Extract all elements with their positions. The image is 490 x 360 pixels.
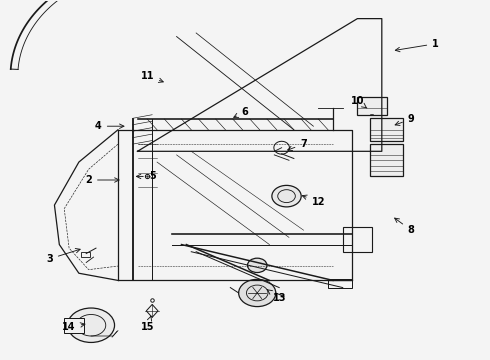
Circle shape (68, 308, 115, 342)
Circle shape (247, 258, 267, 273)
Text: 12: 12 (302, 195, 325, 207)
Text: 2: 2 (85, 175, 119, 185)
Text: 15: 15 (141, 316, 154, 332)
Bar (357, 97, 387, 116)
Text: 9: 9 (395, 114, 415, 125)
Bar (369, 118, 403, 140)
Bar (81, 252, 90, 257)
Text: 6: 6 (234, 107, 248, 117)
Text: 11: 11 (141, 71, 163, 82)
Circle shape (239, 279, 276, 307)
Text: 13: 13 (268, 289, 286, 303)
Bar (343, 226, 372, 252)
Text: 7: 7 (288, 139, 307, 150)
Text: 5: 5 (136, 171, 155, 181)
Text: 1: 1 (395, 39, 439, 52)
Text: 8: 8 (394, 218, 415, 235)
Text: 3: 3 (46, 248, 80, 264)
Bar (369, 144, 403, 176)
Circle shape (272, 185, 301, 207)
Text: 10: 10 (351, 96, 367, 108)
Bar (64, 319, 84, 333)
Bar (328, 279, 352, 288)
Text: 4: 4 (95, 121, 124, 131)
Text: 14: 14 (62, 322, 85, 332)
